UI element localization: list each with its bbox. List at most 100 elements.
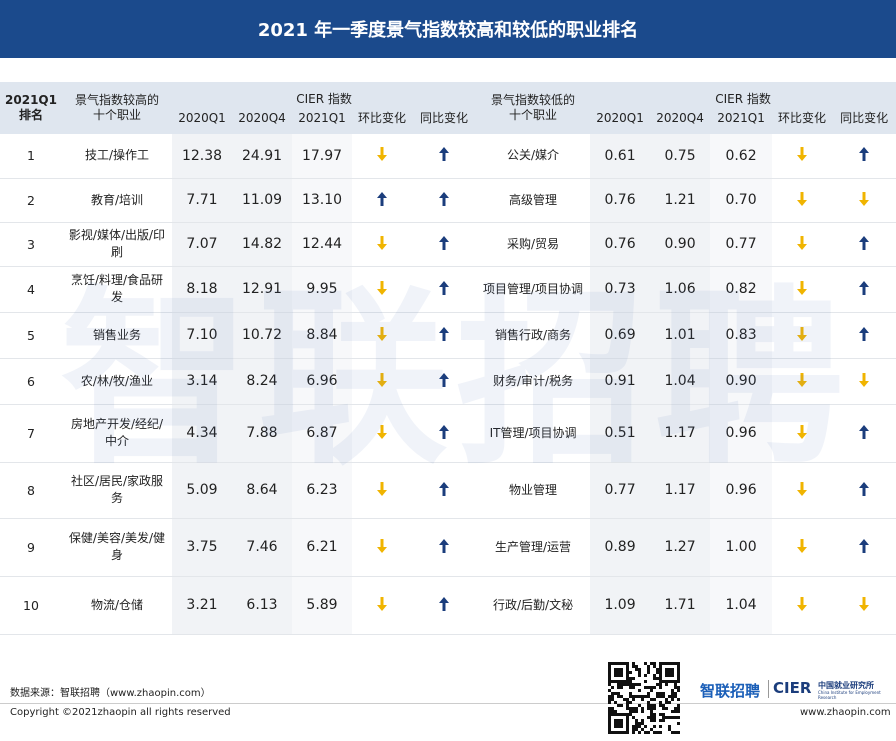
value: 12.44	[292, 222, 352, 267]
qr-cell	[647, 695, 650, 698]
qr-cell	[626, 683, 629, 686]
arrow-down	[377, 424, 387, 439]
divider	[0, 703, 896, 704]
qr-cell	[608, 662, 611, 665]
value: 6.96	[292, 358, 352, 405]
value: 1.71	[650, 576, 711, 635]
qr-cell	[611, 731, 614, 734]
qr-cell	[608, 677, 611, 680]
qr-cell	[674, 731, 677, 734]
qr-cell	[671, 689, 674, 692]
arrow-down	[797, 147, 808, 162]
qr-cell	[653, 707, 656, 710]
arrow-down	[377, 280, 387, 295]
qr-cell	[632, 710, 635, 713]
qr-cell	[659, 677, 662, 680]
arrow-down	[797, 280, 808, 295]
qr-cell	[638, 668, 641, 671]
qr-cell	[626, 680, 629, 683]
qr-cell	[629, 671, 632, 674]
value: 7.10	[172, 312, 232, 359]
col-header: 2021Q1	[292, 109, 352, 134]
qr-cell	[653, 719, 656, 722]
yoy-change	[832, 178, 896, 223]
qr-cell	[659, 701, 662, 704]
qr-cell	[608, 707, 611, 710]
qr-cell	[608, 701, 611, 704]
qr-cell	[614, 710, 617, 713]
qr-cell	[665, 680, 668, 683]
qr-cell	[656, 695, 659, 698]
arrow-up	[859, 538, 870, 553]
qr-cell	[626, 662, 629, 665]
qr-cell	[632, 683, 635, 686]
value: 3.75	[172, 518, 232, 577]
qr-cell	[671, 692, 674, 695]
value: 14.82	[232, 222, 292, 267]
qr-cell	[662, 719, 665, 722]
qr-cell	[614, 719, 617, 722]
yoy-change	[412, 178, 477, 223]
qr-cell	[659, 683, 662, 686]
value: 0.91	[590, 358, 651, 405]
arrow-down	[797, 538, 808, 553]
col-header: 2020Q1	[590, 109, 651, 134]
qr-cell	[608, 731, 611, 734]
qr-cell	[611, 710, 614, 713]
qr-cell	[626, 665, 629, 668]
qr-cell	[674, 680, 677, 683]
qr-cell	[662, 707, 665, 710]
qr-cell	[674, 710, 677, 713]
arrow-up	[439, 538, 450, 553]
qr-cell	[608, 728, 611, 731]
qr-cell	[653, 698, 656, 701]
qr-cell	[638, 725, 641, 728]
qr-cell	[629, 695, 632, 698]
qr-cell	[644, 686, 647, 689]
qr-cell	[668, 728, 671, 731]
qr-cell	[641, 719, 644, 722]
qr-cell	[647, 731, 650, 734]
qr-cell	[668, 725, 671, 728]
qr-cell	[614, 722, 617, 725]
rank: 5	[0, 312, 62, 359]
qr-cell	[668, 695, 671, 698]
qr-cell	[617, 683, 620, 686]
value: 1.01	[650, 312, 711, 359]
arrow-up	[439, 191, 450, 206]
qoq-change	[352, 266, 412, 313]
value: 12.38	[172, 134, 232, 179]
qoq-change	[352, 576, 412, 635]
qr-cell	[614, 713, 617, 716]
qr-cell	[653, 713, 656, 716]
arrow-down	[859, 372, 870, 387]
arrow-down	[797, 372, 808, 387]
qoq-change	[772, 222, 833, 267]
cier-header: CIER 指数	[172, 82, 477, 109]
qr-cell	[626, 707, 629, 710]
job: 影视/媒体/出版/印刷	[62, 222, 172, 267]
col-header: 环比变化	[352, 109, 412, 134]
qr-cell	[614, 671, 617, 674]
qr-cell	[671, 662, 674, 665]
qr-cell	[641, 722, 644, 725]
qr-cell	[650, 707, 653, 710]
rank: 2	[0, 178, 62, 223]
qr-cell	[632, 698, 635, 701]
qr-cell	[629, 692, 632, 695]
arrow-down	[859, 596, 870, 611]
qoq-change	[352, 518, 412, 577]
qr-cell	[662, 695, 665, 698]
value: 1.00	[710, 518, 773, 577]
qr-cell	[620, 719, 623, 722]
qr-cell	[668, 668, 671, 671]
qr-cell	[656, 677, 659, 680]
qr-cell	[665, 662, 668, 665]
qr-cell	[608, 713, 611, 716]
qr-cell	[677, 689, 680, 692]
qr-cell	[629, 710, 632, 713]
qr-cell	[677, 707, 680, 710]
arrow-up	[439, 280, 450, 295]
yoy-change	[412, 222, 477, 267]
arrow-down	[797, 326, 808, 341]
